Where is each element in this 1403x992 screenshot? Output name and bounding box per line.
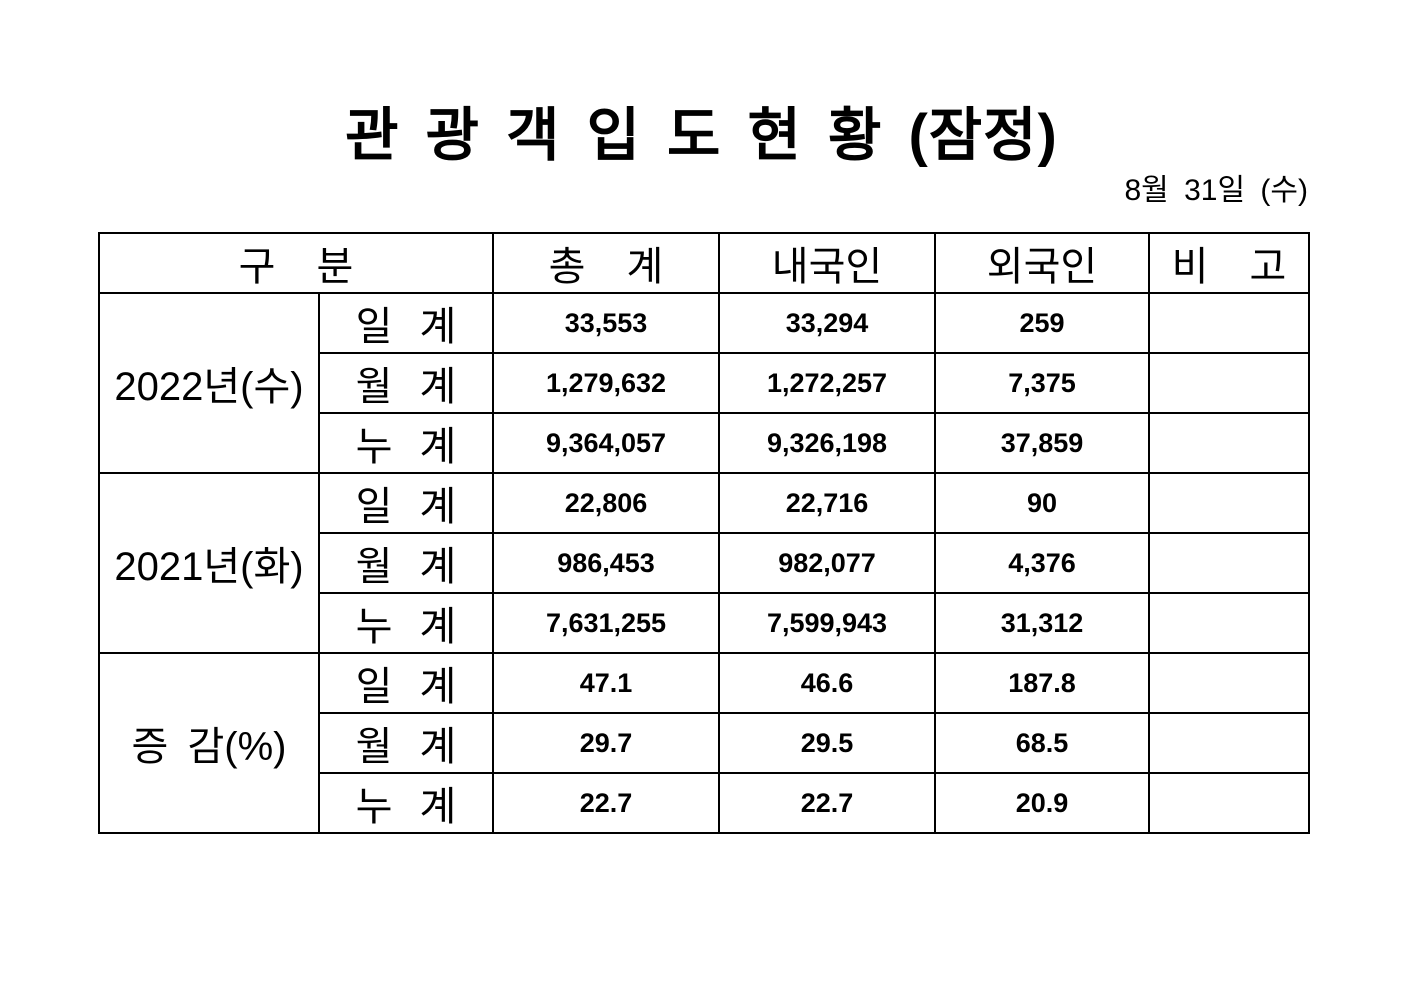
row-label-cell: 일 계	[318, 472, 494, 534]
remarks-cell	[1148, 532, 1310, 594]
domestic-value-cell: 22.7	[718, 772, 936, 834]
domestic-value-cell: 7,599,943	[718, 592, 936, 654]
row-label-cell: 누 계	[318, 772, 494, 834]
domestic-value-cell: 9,326,198	[718, 412, 936, 474]
domestic-value-cell: 29.5	[718, 712, 936, 774]
header-cell-remarks: 비 고	[1148, 232, 1310, 294]
row-label-cell: 누 계	[318, 412, 494, 474]
page-title: 관 광 객 입 도 현 황 (잠정)	[345, 103, 1058, 168]
table-row: 2022년(수) 일 계 33,553 33,294 259	[98, 292, 1310, 474]
row-label-cell: 월 계	[318, 352, 494, 414]
table-row: 누 계 7,631,255 7,599,943 31,312	[99, 592, 1310, 654]
header-cell-total: 총 계	[492, 232, 720, 294]
total-value-cell: 22.7	[492, 772, 720, 834]
date-label: 8월 31일 (수)	[1124, 174, 1308, 207]
remarks-cell	[1148, 772, 1310, 834]
foreign-value-cell: 259	[934, 292, 1150, 354]
row-label-cell: 월 계	[318, 532, 494, 594]
remarks-cell	[1148, 292, 1310, 354]
table-row: 누 계 22.7 22.7 20.9	[99, 772, 1310, 834]
domestic-value-cell: 982,077	[718, 532, 936, 594]
foreign-value-cell: 37,859	[934, 412, 1150, 474]
total-value-cell: 22,806	[492, 472, 720, 534]
remarks-cell	[1148, 412, 1310, 474]
remarks-cell	[1148, 352, 1310, 414]
header-row: 구 분 총 계 내국인 외국인 비 고	[98, 232, 1310, 294]
table-row: 증 감(%) 일 계 47.1 46.6 187.8	[98, 652, 1310, 834]
domestic-value-cell: 33,294	[718, 292, 936, 354]
total-value-cell: 29.7	[492, 712, 720, 774]
domestic-value-cell: 46.6	[718, 652, 936, 714]
header-cell-category: 구 분	[98, 232, 494, 294]
total-value-cell: 9,364,057	[492, 412, 720, 474]
foreign-value-cell: 90	[934, 472, 1150, 534]
row-label-cell: 누 계	[318, 592, 494, 654]
total-value-cell: 7,631,255	[492, 592, 720, 654]
year-cell-2021: 2021년(화)	[98, 472, 320, 654]
domestic-value-cell: 22,716	[718, 472, 936, 534]
year-cell-change-pct: 증 감(%)	[98, 652, 320, 834]
row-label-cell: 일 계	[318, 292, 494, 354]
foreign-value-cell: 68.5	[934, 712, 1150, 774]
year-cell-2022: 2022년(수)	[98, 292, 320, 474]
foreign-value-cell: 4,376	[934, 532, 1150, 594]
foreign-value-cell: 187.8	[934, 652, 1150, 714]
table-row: 누 계 9,364,057 9,326,198 37,859	[99, 412, 1310, 474]
table-row: 월 계 986,453 982,077 4,376	[99, 532, 1310, 594]
foreign-value-cell: 20.9	[934, 772, 1150, 834]
foreign-value-cell: 31,312	[934, 592, 1150, 654]
row-label-cell: 월 계	[318, 712, 494, 774]
total-value-cell: 47.1	[492, 652, 720, 714]
remarks-cell	[1148, 592, 1310, 654]
row-label-cell: 일 계	[318, 652, 494, 714]
table-row: 2021년(화) 일 계 22,806 22,716 90	[98, 472, 1310, 654]
table-row: 월 계 29.7 29.5 68.5	[99, 712, 1310, 774]
table-row: 월 계 1,279,632 1,272,257 7,375	[99, 352, 1310, 414]
header-cell-domestic: 내국인	[718, 232, 936, 294]
total-value-cell: 33,553	[492, 292, 720, 354]
header-cell-foreign: 외국인	[934, 232, 1150, 294]
remarks-cell	[1148, 652, 1310, 714]
total-value-cell: 986,453	[492, 532, 720, 594]
domestic-value-cell: 1,272,257	[718, 352, 936, 414]
foreign-value-cell: 7,375	[934, 352, 1150, 414]
remarks-cell	[1148, 472, 1310, 534]
tourist-arrivals-table: 구 분 총 계 내국인 외국인 비 고 2022년(수) 일 계 33,553 …	[98, 232, 1310, 834]
remarks-cell	[1148, 712, 1310, 774]
total-value-cell: 1,279,632	[492, 352, 720, 414]
